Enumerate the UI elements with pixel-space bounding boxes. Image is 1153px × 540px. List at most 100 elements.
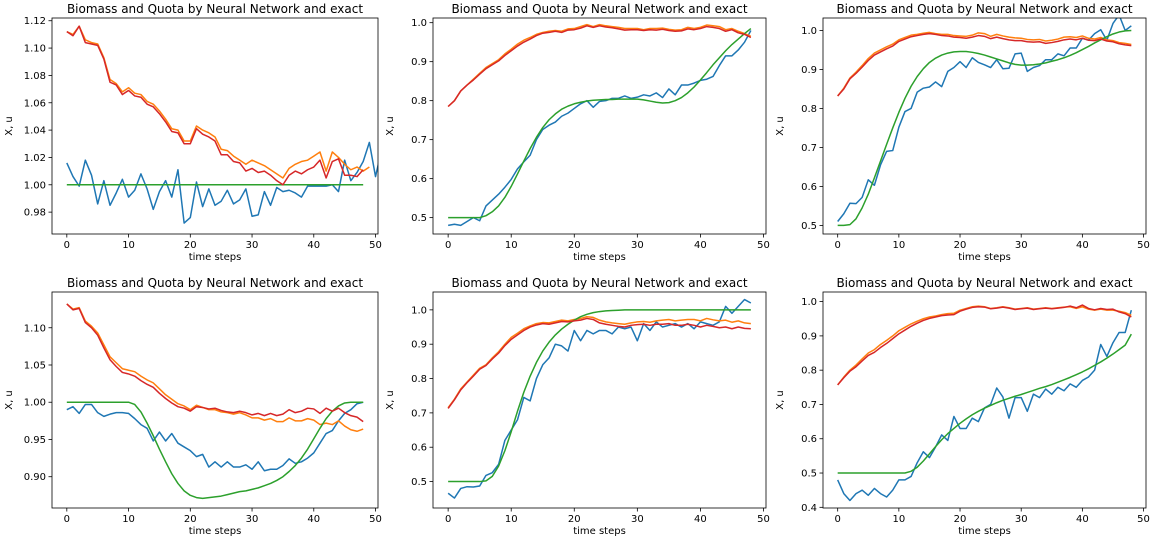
y-tick-label: 1.12 <box>24 16 46 27</box>
chart-panel-5: Biomass and Quota by Neural Network and … <box>385 276 770 537</box>
chart-panel-4: Biomass and Quota by Neural Network and … <box>4 276 382 537</box>
y-tick-label: 0.9 <box>801 65 817 76</box>
series-line-4 <box>66 25 364 186</box>
series-line-3 <box>448 309 751 483</box>
x-tick-label: 30 <box>631 240 644 251</box>
series-line-3 <box>837 29 1132 227</box>
chart-panel-6: Biomass and Quota by Neural Network and … <box>775 276 1150 537</box>
series-line-1 <box>836 309 1133 502</box>
x-axis-label: time steps <box>189 252 242 263</box>
axes-frame <box>51 17 379 235</box>
y-tick-label: 0.5 <box>411 477 427 488</box>
y-tick-label: 0.7 <box>411 135 427 146</box>
y-tick-label: 1.10 <box>24 323 46 334</box>
y-axis-label: X, u <box>4 116 15 136</box>
y-tick-label: 1.00 <box>24 180 46 191</box>
x-tick-label: 40 <box>1076 514 1089 525</box>
x-tick-label: 10 <box>505 240 518 251</box>
series-line-3 <box>448 27 752 219</box>
chart-title: Biomass and Quota by Neural Network and … <box>836 2 1132 16</box>
x-tick-label: 40 <box>694 240 707 251</box>
y-tick-label: 1.08 <box>24 71 46 82</box>
series-line-2 <box>837 305 1132 386</box>
y-axis-label: X, u <box>775 116 786 136</box>
y-tick-label: 0.5 <box>411 213 427 224</box>
y-tick-label: 0.8 <box>411 374 427 385</box>
y-tick-label: 0.4 <box>801 503 817 514</box>
x-tick-label: 40 <box>307 514 320 525</box>
chart-title: Biomass and Quota by Neural Network and … <box>67 2 363 16</box>
y-tick-label: 0.6 <box>801 434 817 445</box>
y-tick-label: 0.7 <box>801 143 817 154</box>
axes-frame <box>822 291 1147 509</box>
x-tick-label: 0 <box>445 240 451 251</box>
x-tick-label: 20 <box>954 514 967 525</box>
x-tick-label: 30 <box>246 514 259 525</box>
x-tick-label: 30 <box>1015 240 1028 251</box>
y-tick-label: 1.0 <box>411 305 427 316</box>
x-tick-label: 10 <box>505 514 518 525</box>
x-axis-label: time steps <box>573 526 626 537</box>
y-axis-label: X, u <box>775 390 786 410</box>
x-axis-label: time steps <box>958 252 1011 263</box>
series-line-4 <box>447 25 752 108</box>
x-tick-label: 10 <box>122 240 135 251</box>
y-tick-label: 1.04 <box>24 126 46 137</box>
x-tick-label: 30 <box>246 240 259 251</box>
series-line-1 <box>66 401 364 472</box>
y-tick-label: 0.9 <box>801 331 817 342</box>
series-line-4 <box>837 304 1132 386</box>
y-tick-label: 0.8 <box>801 366 817 377</box>
y-tick-label: 0.6 <box>411 174 427 185</box>
y-tick-label: 1.10 <box>24 44 46 55</box>
x-tick-label: 50 <box>757 240 770 251</box>
y-tick-label: 1.0 <box>411 18 427 29</box>
y-tick-label: 1.02 <box>24 153 46 164</box>
y-tick-label: 0.6 <box>411 443 427 454</box>
x-tick-label: 10 <box>892 240 905 251</box>
series-line-2 <box>837 31 1132 97</box>
series-line-3 <box>66 401 364 500</box>
chart-title: Biomass and Quota by Neural Network and … <box>451 2 747 16</box>
x-tick-label: 20 <box>568 240 581 251</box>
x-tick-label: 20 <box>184 240 197 251</box>
x-tick-label: 20 <box>184 514 197 525</box>
y-axis-label: X, u <box>4 390 15 410</box>
axes-frame <box>432 291 767 509</box>
y-tick-label: 0.5 <box>801 469 817 480</box>
chart-title: Biomass and Quota by Neural Network and … <box>451 276 747 290</box>
x-tick-label: 0 <box>64 514 70 525</box>
y-tick-label: 1.0 <box>801 26 817 37</box>
x-tick-label: 50 <box>1137 514 1150 525</box>
series-line-4 <box>837 32 1132 97</box>
x-tick-label: 50 <box>757 514 770 525</box>
y-tick-label: 1.05 <box>24 360 46 371</box>
x-tick-label: 40 <box>307 240 320 251</box>
x-tick-label: 50 <box>1137 240 1150 251</box>
series-line-1 <box>837 18 1132 222</box>
x-tick-label: 40 <box>694 514 707 525</box>
x-tick-label: 30 <box>1015 514 1028 525</box>
series-line-4 <box>66 303 364 423</box>
y-tick-label: 1.06 <box>24 98 46 109</box>
series-line-1 <box>448 30 752 227</box>
series-line-3 <box>837 333 1132 474</box>
y-tick-label: 0.9 <box>411 340 427 351</box>
x-tick-label: 0 <box>445 514 451 525</box>
y-tick-label: 0.90 <box>24 472 46 483</box>
x-tick-label: 20 <box>568 514 581 525</box>
x-tick-label: 50 <box>369 514 382 525</box>
y-tick-label: 0.9 <box>411 57 427 68</box>
axes-frame <box>432 17 767 235</box>
x-tick-label: 50 <box>369 240 382 251</box>
y-tick-label: 1.00 <box>24 398 46 409</box>
y-tick-label: 0.7 <box>801 400 817 411</box>
x-tick-label: 40 <box>1076 240 1089 251</box>
x-tick-label: 0 <box>834 240 840 251</box>
x-tick-label: 30 <box>631 514 644 525</box>
x-axis-label: time steps <box>958 526 1011 537</box>
series-line-4 <box>447 317 751 409</box>
series-line-2 <box>66 25 370 179</box>
y-tick-label: 0.98 <box>24 208 46 219</box>
